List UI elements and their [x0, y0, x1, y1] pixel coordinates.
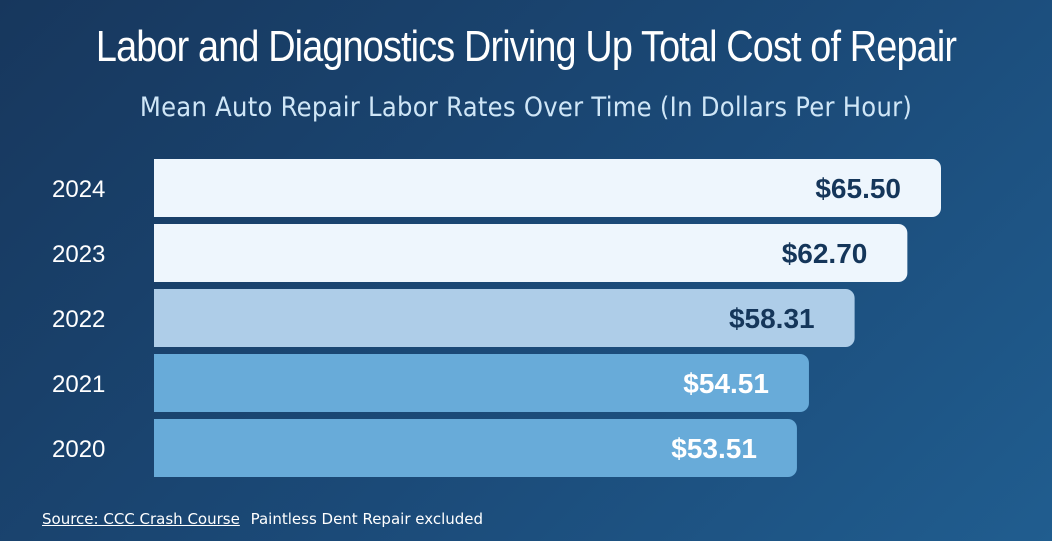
value-label-2020: $53.51 [671, 433, 757, 464]
bar-2022-left-edge [154, 289, 166, 347]
bar-2020 [154, 419, 797, 477]
category-label-2022: 2022 [52, 306, 105, 333]
bar-2020-left-edge [154, 419, 166, 477]
bar-2022 [154, 289, 855, 347]
bar-2023-left-edge [154, 224, 166, 282]
value-label-2024: $65.50 [815, 173, 901, 204]
category-label-2023: 2023 [52, 241, 105, 268]
bar-2023 [154, 224, 908, 282]
chart-title: Labor and Diagnostics Driving Up Total C… [95, 22, 957, 71]
bar-2024 [154, 159, 941, 217]
category-label-2021: 2021 [52, 371, 105, 398]
footer-note: Paintless Dent Repair excluded [250, 510, 484, 528]
footer: Source: CCC Crash Course Paintless Dent … [42, 510, 483, 528]
value-label-2022: $58.31 [729, 303, 815, 334]
category-label-2024: 2024 [52, 176, 105, 203]
bar-2021 [154, 354, 809, 412]
bar-2021-left-edge [154, 354, 166, 412]
value-label-2021: $54.51 [683, 368, 769, 399]
value-label-2023: $62.70 [782, 238, 868, 269]
category-label-2020: 2020 [52, 436, 105, 463]
bar-2024-left-edge [154, 159, 166, 217]
chart-subtitle: Mean Auto Repair Labor Rates Over Time (… [139, 92, 913, 123]
source-link[interactable]: Source: CCC Crash Course [42, 510, 240, 528]
